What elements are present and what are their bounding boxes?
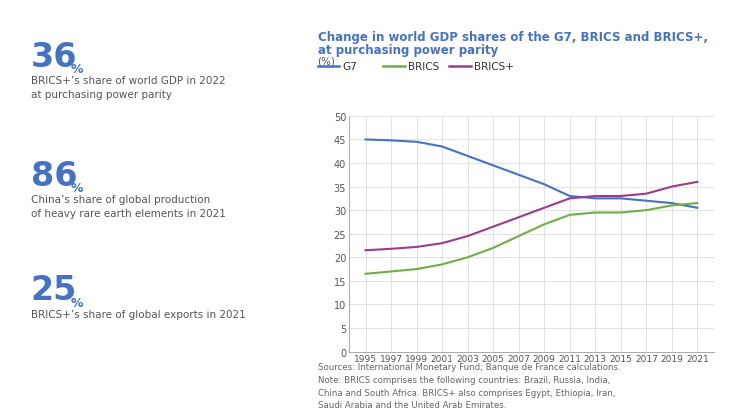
BRICS+ bbox=[489, 225, 498, 229]
BRICS bbox=[412, 267, 421, 272]
Text: China’s share of global production
of heavy rare earth elements in 2021: China’s share of global production of he… bbox=[31, 194, 226, 218]
BRICS bbox=[539, 222, 548, 227]
G7 bbox=[693, 206, 702, 211]
BRICS+ bbox=[438, 241, 447, 246]
G7 bbox=[539, 182, 548, 187]
BRICS+ bbox=[361, 248, 370, 253]
BRICS bbox=[642, 208, 650, 213]
BRICS bbox=[667, 204, 676, 209]
Text: 86: 86 bbox=[31, 160, 77, 192]
Text: BRICS+: BRICS+ bbox=[474, 62, 514, 72]
Text: Sources: International Monetary Fund; Banque de France calculations.
Note: BRICS: Sources: International Monetary Fund; Ba… bbox=[318, 362, 620, 409]
Text: Change in world GDP shares of the G7, BRICS and BRICS+,: Change in world GDP shares of the G7, BR… bbox=[318, 31, 707, 44]
BRICS bbox=[616, 211, 625, 216]
G7 bbox=[361, 137, 370, 143]
G7 bbox=[642, 199, 650, 204]
G7 bbox=[565, 194, 574, 199]
Text: %: % bbox=[70, 63, 83, 76]
BRICS+ bbox=[591, 194, 599, 199]
Text: 36: 36 bbox=[31, 41, 77, 74]
Line: BRICS+: BRICS+ bbox=[366, 182, 697, 251]
Text: BRICS: BRICS bbox=[408, 62, 439, 72]
G7 bbox=[616, 196, 625, 201]
G7 bbox=[667, 201, 676, 206]
BRICS bbox=[489, 246, 498, 251]
G7 bbox=[438, 145, 447, 150]
BRICS+ bbox=[565, 196, 574, 201]
Line: G7: G7 bbox=[366, 140, 697, 208]
G7 bbox=[591, 196, 599, 201]
G7 bbox=[515, 173, 523, 178]
BRICS+ bbox=[616, 194, 625, 199]
G7 bbox=[489, 164, 498, 169]
Text: BRICS+’s share of world GDP in 2022
at purchasing power parity: BRICS+’s share of world GDP in 2022 at p… bbox=[31, 76, 226, 100]
BRICS+ bbox=[693, 180, 702, 185]
G7 bbox=[412, 140, 421, 145]
BRICS+ bbox=[387, 247, 396, 252]
BRICS+ bbox=[464, 234, 472, 239]
Text: %: % bbox=[70, 181, 83, 194]
BRICS bbox=[591, 211, 599, 216]
BRICS bbox=[565, 213, 574, 218]
Text: BRICS+’s share of global exports in 2021: BRICS+’s share of global exports in 2021 bbox=[31, 309, 245, 319]
BRICS bbox=[387, 269, 396, 274]
Line: BRICS: BRICS bbox=[366, 204, 697, 274]
Text: at purchasing power parity: at purchasing power parity bbox=[318, 44, 498, 57]
BRICS+ bbox=[515, 215, 523, 220]
BRICS bbox=[361, 272, 370, 276]
BRICS bbox=[438, 262, 447, 267]
G7 bbox=[387, 139, 396, 144]
BRICS+ bbox=[667, 185, 676, 190]
BRICS bbox=[693, 201, 702, 206]
Text: (%): (%) bbox=[318, 56, 335, 66]
BRICS bbox=[515, 234, 523, 239]
BRICS+ bbox=[539, 206, 548, 211]
Text: G7: G7 bbox=[342, 62, 357, 72]
BRICS+ bbox=[642, 192, 650, 197]
G7 bbox=[464, 154, 472, 159]
Text: %: % bbox=[70, 296, 83, 309]
Text: 25: 25 bbox=[31, 274, 77, 307]
BRICS bbox=[464, 255, 472, 260]
BRICS+ bbox=[412, 245, 421, 250]
